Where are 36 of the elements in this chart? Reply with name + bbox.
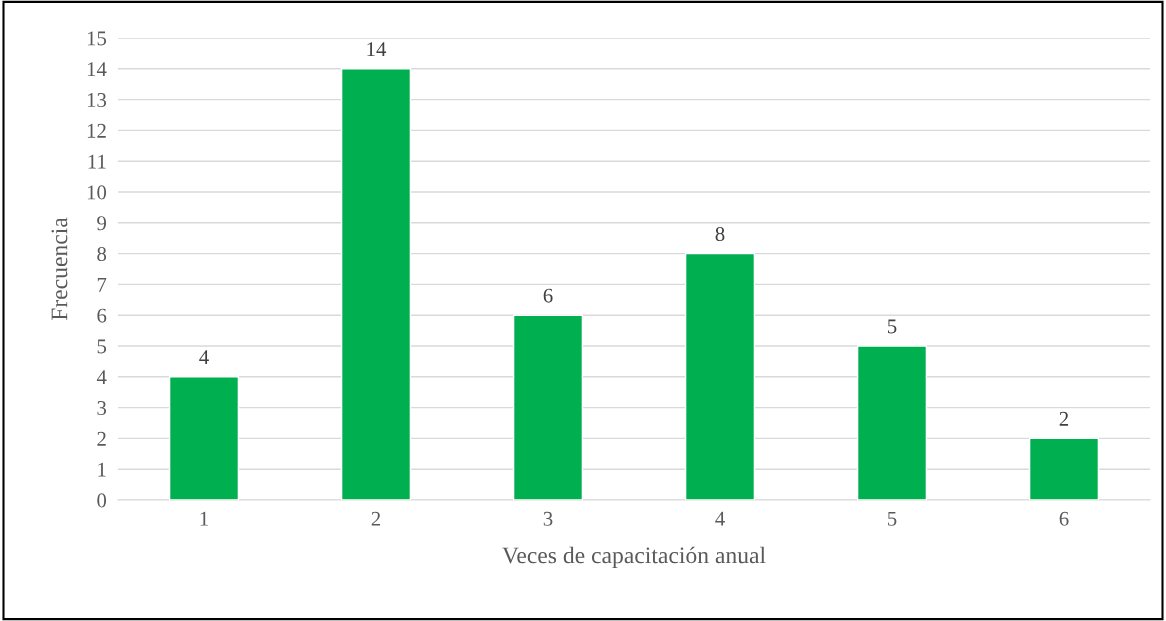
y-tick-label: 11 <box>88 154 106 169</box>
bar <box>168 376 240 500</box>
bar <box>684 252 756 500</box>
y-tick-label: 13 <box>87 93 107 108</box>
y-tick-label: 2 <box>97 431 106 446</box>
data-label: 5 <box>888 319 897 334</box>
data-label: 2 <box>1059 411 1069 426</box>
x-tick-label: 6 <box>1059 511 1069 526</box>
bar <box>340 68 412 500</box>
bar <box>856 345 928 500</box>
y-tick-label: 7 <box>97 277 107 292</box>
y-tick-label: 8 <box>97 246 107 262</box>
data-label: 6 <box>543 288 553 303</box>
data-label: 4 <box>199 350 209 365</box>
data-label: 14 <box>367 42 387 57</box>
y-tick-label: 5 <box>97 339 107 354</box>
y-tick-label: 1 <box>98 462 106 477</box>
bar <box>512 314 584 500</box>
y-axis-title: Frecuencia <box>51 217 68 321</box>
x-tick-label: 3 <box>543 511 553 526</box>
y-tick-label: 12 <box>87 123 106 138</box>
y-tick-label: 3 <box>97 401 107 416</box>
y-tick-label: 6 <box>97 308 107 323</box>
bar <box>1028 437 1100 500</box>
y-tick-label: 15 <box>87 31 107 46</box>
y-tick-label: 10 <box>87 185 107 200</box>
x-tick-label: 4 <box>715 511 725 526</box>
y-tick-label: 9 <box>97 216 107 231</box>
x-axis-title: Veces de capacitación anual <box>502 546 766 569</box>
y-tick-label: 4 <box>96 370 107 385</box>
x-tick-label: 1 <box>200 511 208 526</box>
data-label: 8 <box>715 226 725 242</box>
y-tick-label: 0 <box>97 493 107 508</box>
x-tick-label: 5 <box>888 511 897 526</box>
y-tick-label: 14 <box>87 62 107 77</box>
x-tick-label: 2 <box>371 511 381 526</box>
